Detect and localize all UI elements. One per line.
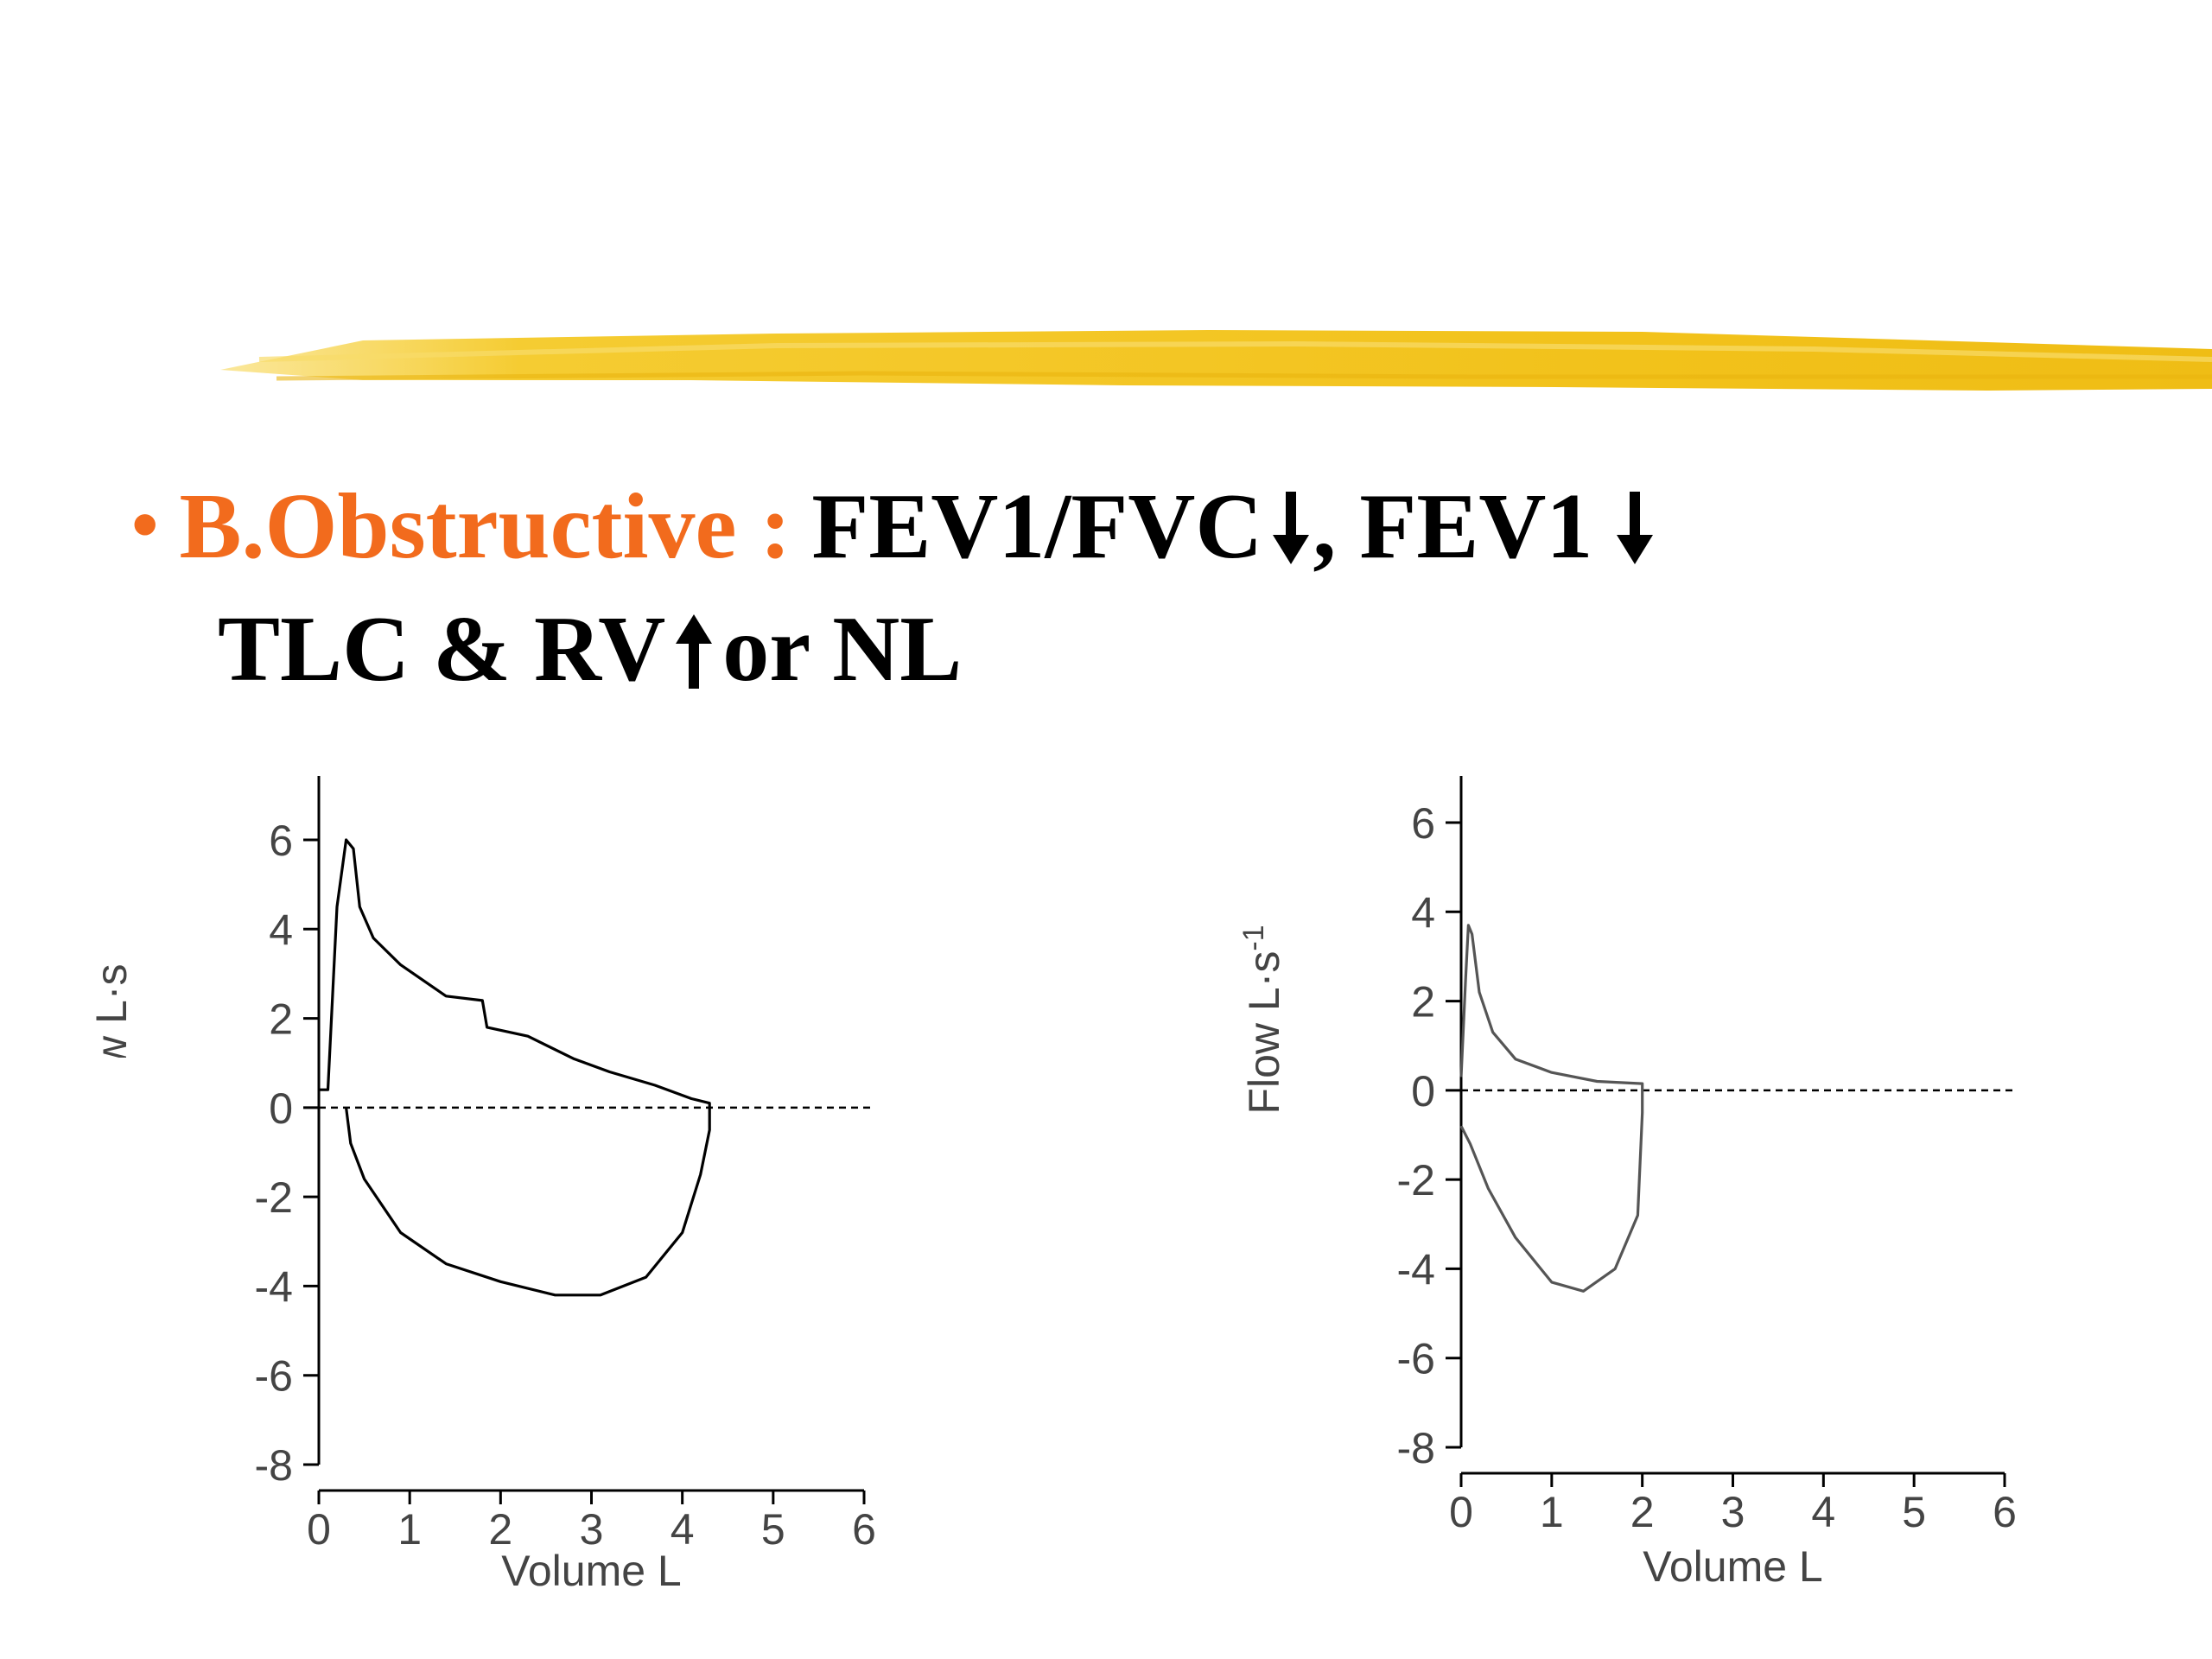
y-tick-label: -8 — [255, 1441, 293, 1490]
heading-category: B.Obstructive : — [179, 475, 791, 578]
heading-line-2: TLC & RV or NL — [218, 603, 962, 696]
y-tick-label: 4 — [269, 906, 293, 954]
y-tick-label: -4 — [1397, 1245, 1435, 1294]
x-tick-label: 0 — [307, 1505, 331, 1554]
y-tick-label: 2 — [269, 995, 293, 1044]
x-tick-label: 6 — [852, 1505, 876, 1554]
y-tick-label: -4 — [255, 1262, 293, 1311]
y-tick-label: 6 — [269, 817, 293, 865]
y-tick-label: 2 — [1411, 978, 1435, 1027]
x-axis-label: Volume L — [501, 1547, 681, 1595]
y-tick-label: 0 — [269, 1084, 293, 1133]
y-tick-label: -2 — [1397, 1156, 1435, 1205]
y-tick-label: 0 — [1411, 1067, 1435, 1116]
x-tick-label: 1 — [397, 1505, 422, 1554]
x-tick-label: 5 — [761, 1505, 785, 1554]
x-tick-label: 2 — [488, 1505, 512, 1554]
x-tick-label: 4 — [671, 1505, 695, 1554]
heading-tlc-rv-text: TLC & RV — [218, 598, 666, 701]
down-arrow-icon — [1617, 492, 1654, 564]
heading-ratio-text: FEV1/FVC — [811, 475, 1263, 578]
y-tick-label: 6 — [1411, 799, 1435, 848]
heading-line-1: • B.Obstructive : FEV1/FVC, FEV1 — [131, 480, 1656, 574]
y-axis-label: Flow L·s-1 — [1237, 925, 1288, 1114]
x-tick-label: 0 — [1449, 1488, 1473, 1536]
y-tick-label: -2 — [255, 1173, 293, 1222]
flow-volume-loop — [1459, 924, 1644, 1293]
x-tick-label: 1 — [1540, 1488, 1564, 1536]
y-tick-label: -8 — [1397, 1424, 1435, 1472]
y-tick-label: 4 — [1411, 888, 1435, 937]
heading-or-nl-text: or NL — [722, 598, 963, 701]
down-arrow-icon — [1273, 492, 1310, 564]
x-tick-label: 3 — [1721, 1488, 1745, 1536]
y-tick-label: -6 — [1397, 1335, 1435, 1383]
flow-volume-loop — [319, 838, 711, 1297]
x-tick-label: 4 — [1811, 1488, 1835, 1536]
y-axis-label: Flow L·s — [95, 964, 136, 1128]
up-arrow-icon — [676, 614, 713, 689]
flow-volume-chart-normal-left: 6 4 2 0 -2 -4 -6 -8 0 1 2 3 4 5 6 Volume L Flow L·s — [95, 776, 876, 1595]
x-axis-label: Volume L — [1643, 1542, 1822, 1591]
heading-fev1-text: , FEV1 — [1313, 475, 1593, 578]
bullet: • — [131, 482, 159, 568]
x-tick-label: 5 — [1902, 1488, 1926, 1536]
y-tick-label: -6 — [255, 1352, 293, 1401]
yellow-highlight-stroke — [220, 330, 2212, 391]
flow-volume-chart-obstructive-right: 6 4 2 0 -2 -4 -6 -8 0 1 2 3 4 5 6 Volume L Flow L·s-1 — [1237, 776, 2017, 1591]
x-tick-label: 3 — [580, 1505, 604, 1554]
x-tick-label: 2 — [1630, 1488, 1655, 1536]
x-tick-label: 6 — [1993, 1488, 2017, 1536]
